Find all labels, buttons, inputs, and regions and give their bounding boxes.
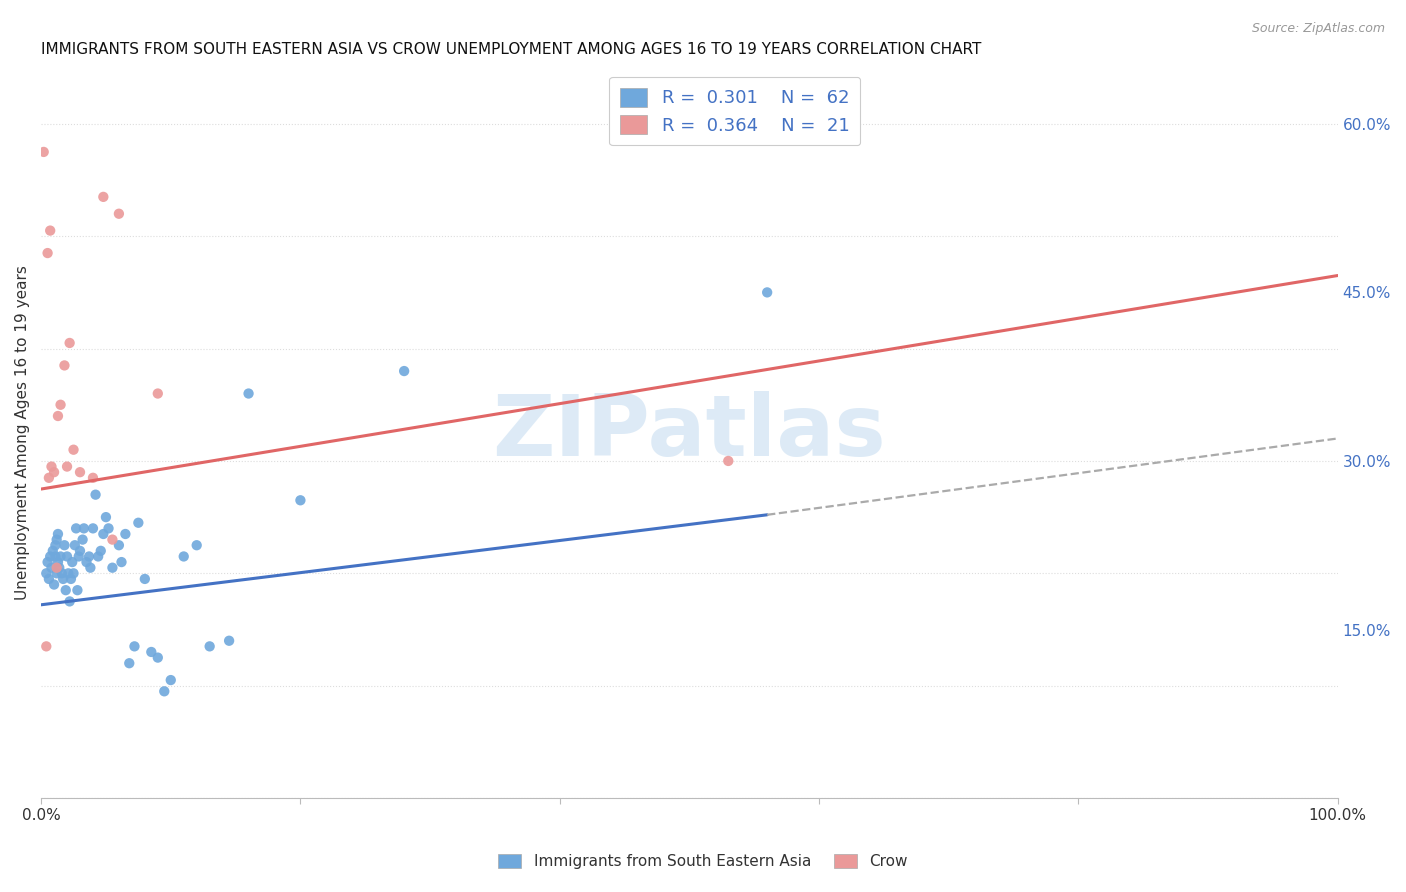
Point bbox=[44, 538, 66, 552]
Point bbox=[114, 527, 136, 541]
Point bbox=[38, 471, 60, 485]
Point bbox=[42, 465, 65, 479]
Point bbox=[392, 364, 415, 378]
Point bbox=[53, 538, 76, 552]
Point bbox=[69, 544, 91, 558]
Point bbox=[146, 650, 169, 665]
Point bbox=[55, 583, 77, 598]
Point bbox=[37, 555, 59, 569]
Point bbox=[56, 549, 79, 564]
Point bbox=[41, 560, 63, 574]
Point bbox=[49, 398, 72, 412]
Point bbox=[118, 657, 141, 671]
Point bbox=[48, 560, 70, 574]
Point bbox=[53, 359, 76, 373]
Point bbox=[146, 386, 169, 401]
Point bbox=[101, 533, 124, 547]
Point bbox=[108, 207, 131, 221]
Point bbox=[82, 521, 104, 535]
Point bbox=[77, 549, 100, 564]
Point bbox=[46, 409, 69, 423]
Point bbox=[141, 645, 163, 659]
Point bbox=[153, 684, 176, 698]
Point bbox=[124, 640, 146, 654]
Point bbox=[42, 577, 65, 591]
Point bbox=[127, 516, 149, 530]
Point bbox=[63, 538, 86, 552]
Point bbox=[90, 544, 112, 558]
Point bbox=[186, 538, 208, 552]
Point bbox=[59, 572, 82, 586]
Point bbox=[39, 549, 62, 564]
Text: Source: ZipAtlas.com: Source: ZipAtlas.com bbox=[1251, 22, 1385, 36]
Point bbox=[35, 640, 58, 654]
Point bbox=[79, 560, 101, 574]
Point bbox=[93, 190, 115, 204]
Point bbox=[72, 533, 94, 547]
Point bbox=[84, 488, 107, 502]
Point bbox=[35, 566, 58, 581]
Point bbox=[756, 285, 779, 300]
Point bbox=[65, 521, 87, 535]
Point bbox=[110, 555, 132, 569]
Point bbox=[198, 640, 221, 654]
Point bbox=[45, 560, 67, 574]
Point bbox=[82, 471, 104, 485]
Point bbox=[39, 224, 62, 238]
Point bbox=[93, 527, 115, 541]
Point bbox=[717, 454, 740, 468]
Point bbox=[101, 560, 124, 574]
Y-axis label: Unemployment Among Ages 16 to 19 years: Unemployment Among Ages 16 to 19 years bbox=[15, 266, 30, 600]
Point bbox=[108, 538, 131, 552]
Point bbox=[51, 566, 73, 581]
Point bbox=[37, 246, 59, 260]
Point bbox=[94, 510, 117, 524]
Point bbox=[66, 583, 89, 598]
Point bbox=[290, 493, 312, 508]
Point bbox=[60, 555, 83, 569]
Point bbox=[56, 459, 79, 474]
Text: IMMIGRANTS FROM SOUTH EASTERN ASIA VS CROW UNEMPLOYMENT AMONG AGES 16 TO 19 YEAR: IMMIGRANTS FROM SOUTH EASTERN ASIA VS CR… bbox=[41, 42, 981, 57]
Point bbox=[59, 594, 82, 608]
Point bbox=[238, 386, 260, 401]
Legend: Immigrants from South Eastern Asia, Crow: Immigrants from South Eastern Asia, Crow bbox=[492, 847, 914, 875]
Point bbox=[62, 566, 84, 581]
Point bbox=[67, 549, 90, 564]
Text: ZIPatlas: ZIPatlas bbox=[492, 392, 886, 475]
Point bbox=[38, 572, 60, 586]
Point bbox=[73, 521, 96, 535]
Point bbox=[159, 673, 181, 687]
Point bbox=[218, 633, 240, 648]
Point bbox=[49, 549, 72, 564]
Point bbox=[32, 145, 55, 159]
Point bbox=[134, 572, 156, 586]
Point bbox=[173, 549, 195, 564]
Point bbox=[45, 566, 67, 581]
Point bbox=[69, 465, 91, 479]
Point bbox=[62, 442, 84, 457]
Point bbox=[46, 555, 69, 569]
Point bbox=[97, 521, 120, 535]
Point bbox=[58, 566, 80, 581]
Point bbox=[52, 572, 75, 586]
Point bbox=[44, 549, 66, 564]
Point bbox=[87, 549, 110, 564]
Point bbox=[42, 544, 65, 558]
Point bbox=[76, 555, 98, 569]
Point bbox=[45, 533, 67, 547]
Legend: R =  0.301    N =  62, R =  0.364    N =  21: R = 0.301 N = 62, R = 0.364 N = 21 bbox=[609, 77, 860, 145]
Point bbox=[59, 335, 82, 350]
Point bbox=[41, 459, 63, 474]
Point bbox=[46, 527, 69, 541]
